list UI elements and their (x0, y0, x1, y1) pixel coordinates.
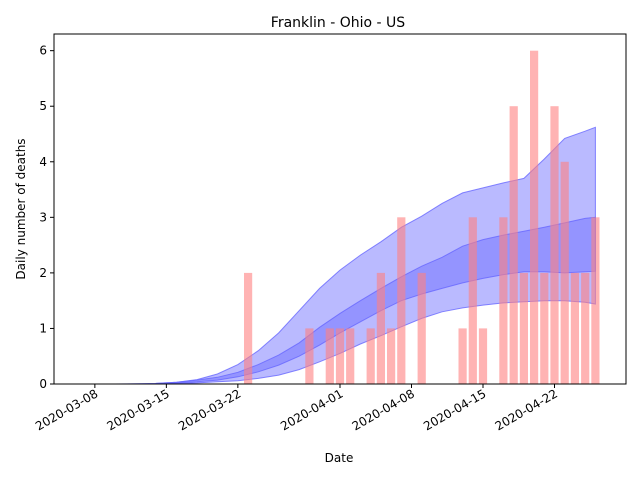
y-axis: 0 1 2 3 4 5 6 (39, 44, 54, 391)
x-tick-label: 2020-03-15 (104, 386, 171, 433)
bar (387, 328, 396, 384)
y-tick-label: 2 (39, 266, 47, 280)
bar (417, 272, 426, 384)
y-tick-label: 6 (39, 44, 47, 58)
bar (366, 328, 375, 384)
bar (397, 217, 406, 384)
bar (591, 217, 600, 384)
bar (509, 106, 518, 384)
bar (560, 161, 569, 384)
bar (550, 106, 559, 384)
y-tick-label: 3 (39, 210, 47, 224)
y-tick-label: 1 (39, 321, 47, 335)
bar (468, 217, 477, 384)
x-tick-label: 2020-04-15 (421, 386, 488, 433)
x-tick-label: 2020-04-01 (278, 386, 345, 433)
bar (570, 272, 579, 384)
bar (335, 328, 345, 384)
bar (478, 328, 488, 384)
y-tick-label: 0 (39, 377, 47, 391)
y-axis-label: Daily number of deaths (14, 138, 28, 279)
x-tick-label: 2020-03-22 (176, 386, 243, 433)
bar (581, 272, 590, 384)
band-outer (115, 126, 596, 385)
bar (346, 328, 355, 384)
y-tick-label: 4 (39, 155, 47, 169)
x-tick-label: 2020-03-08 (33, 386, 100, 433)
bar (458, 328, 467, 384)
bar (519, 272, 528, 384)
x-tick-label: 2020-04-22 (493, 386, 560, 433)
bar (499, 217, 508, 384)
bar (376, 272, 385, 384)
x-axis-label: Date (325, 451, 354, 465)
chart-title: Franklin - Ohio - US (271, 15, 406, 31)
y-tick-label: 5 (39, 99, 47, 113)
bars (244, 50, 600, 384)
bar (540, 272, 549, 384)
x-tick-label: 2020-04-08 (350, 386, 417, 433)
bar (530, 50, 539, 384)
x-axis: 2020-03-08 2020-03-15 2020-03-22 2020-04-01… (33, 384, 560, 433)
bar (244, 272, 253, 384)
bar (325, 328, 334, 384)
bar (305, 328, 314, 384)
